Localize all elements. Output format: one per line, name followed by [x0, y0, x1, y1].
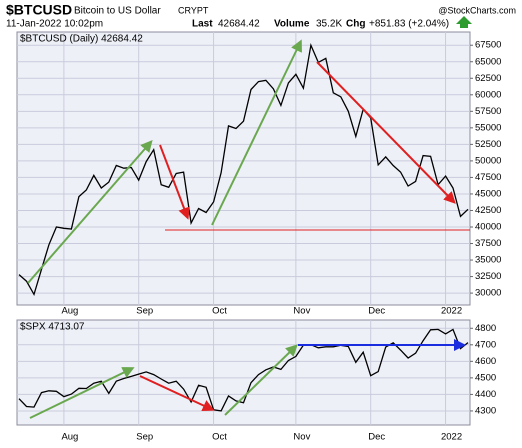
chg-label: Chg	[346, 19, 365, 30]
y-tick-label: 37500	[475, 238, 501, 249]
y-tick-label: 67500	[475, 40, 501, 51]
y-tick-label: 30000	[475, 288, 501, 299]
x-tick-label: Aug	[61, 306, 78, 317]
brand: @StockCharts.com	[438, 5, 516, 15]
y-tick-label: 47500	[475, 172, 501, 183]
price-line	[18, 42, 469, 297]
last-label: Last	[192, 19, 213, 30]
panel-title: $SPX 4713.07	[20, 322, 85, 333]
x-tick-label: 2022	[441, 306, 462, 317]
x-tick-label: Nov	[293, 432, 310, 443]
price-line	[18, 328, 469, 412]
y-tick-label: 32500	[475, 271, 501, 282]
y-tick-label: 4300	[475, 405, 496, 416]
panel-title: $BTCUSD (Daily) 42684.42	[20, 34, 143, 45]
last: 42684.42	[218, 19, 260, 30]
y-tick-label: 55000	[475, 122, 501, 133]
up-arrow	[456, 16, 472, 28]
x-tick-label: Oct	[212, 306, 227, 317]
panel	[16, 319, 471, 426]
date: 11-Jan-2022 10:02pm	[6, 19, 103, 30]
exchange: CRYPT	[178, 5, 209, 15]
symbol: $BTCUSD	[6, 2, 72, 18]
y-tick-label: 40000	[475, 222, 501, 233]
y-tick-label: 50000	[475, 155, 501, 166]
annotations	[27, 39, 470, 419]
x-tick-label: Dec	[368, 432, 385, 443]
trend-arrow	[224, 344, 298, 416]
chg: +851.83 (+2.04%)	[369, 19, 449, 30]
trend-arrow	[29, 367, 135, 419]
trend-arrow	[159, 144, 190, 220]
panel	[16, 31, 471, 306]
volume-label: Volume	[274, 19, 310, 30]
x-tick-label: Aug	[61, 432, 78, 443]
x-tick-label: Nov	[293, 306, 310, 317]
x-tick-label: Oct	[212, 432, 227, 443]
trend-arrow	[211, 39, 302, 226]
y-tick-label: 42500	[475, 205, 501, 216]
y-tick-label: 4400	[475, 389, 496, 400]
y-tick-label: 4500	[475, 372, 496, 383]
y-tick-label: 57500	[475, 106, 501, 117]
trend-arrow	[27, 139, 153, 284]
symbol-name: Bitcoin to US Dollar	[74, 6, 161, 17]
x-tick-label: Sep	[136, 432, 153, 443]
y-tick-label: 4700	[475, 339, 496, 350]
x-tick-label: Dec	[368, 306, 385, 317]
trend-arrow	[316, 61, 456, 204]
y-tick-label: 52500	[475, 139, 501, 150]
trend-arrow	[139, 375, 215, 412]
y-tick-label: 45000	[475, 188, 501, 199]
y-tick-label: 62500	[475, 73, 501, 84]
y-tick-label: 65000	[475, 56, 501, 67]
volume: 35.2K	[316, 19, 342, 30]
y-tick-label: 4800	[475, 323, 496, 334]
x-tick-label: 2022	[441, 432, 462, 443]
y-tick-label: 60000	[475, 89, 501, 100]
y-tick-label: 4600	[475, 356, 496, 367]
x-tick-label: Sep	[136, 306, 153, 317]
y-tick-label: 35000	[475, 255, 501, 266]
